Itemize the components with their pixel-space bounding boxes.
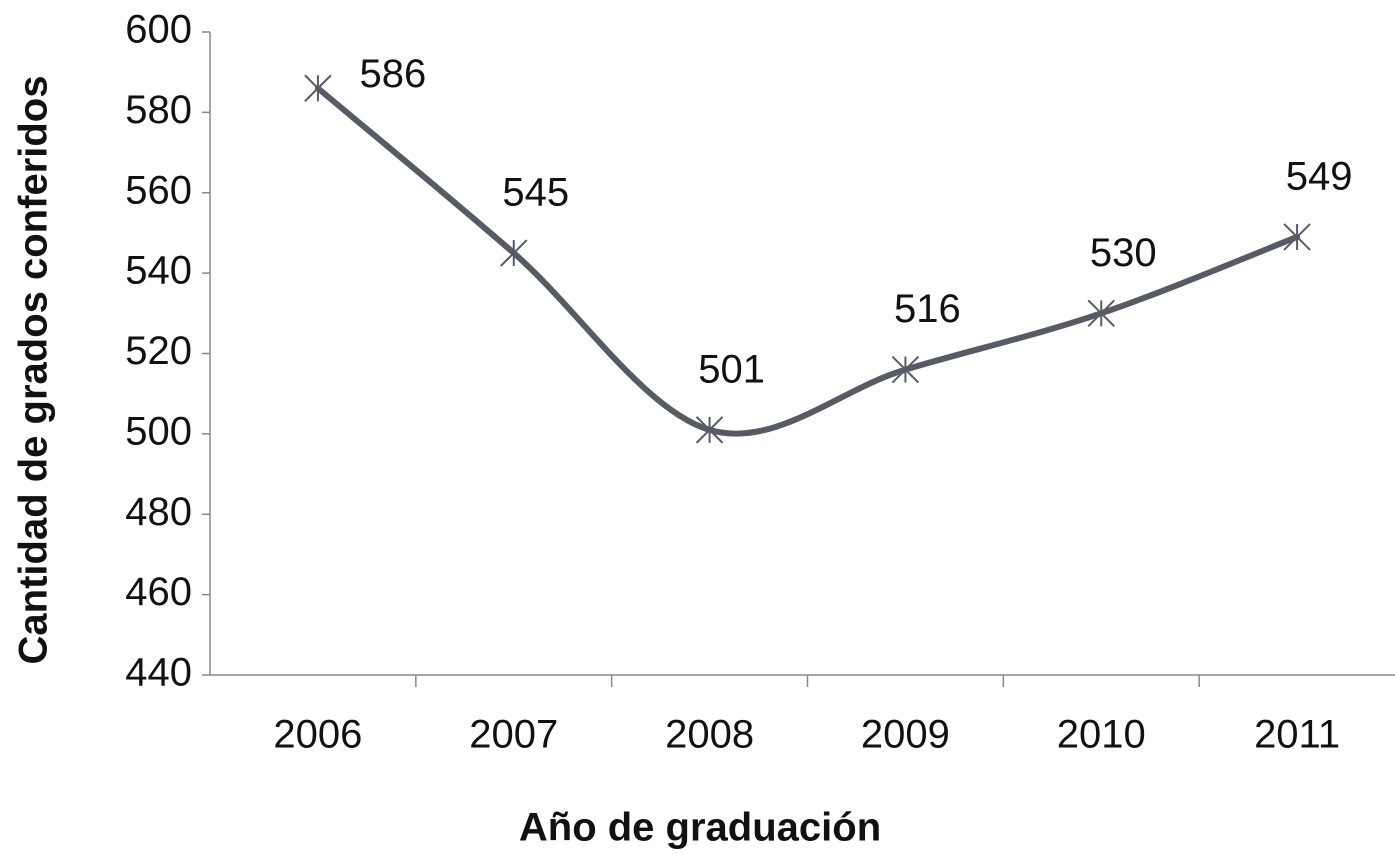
y-tick-label: 580 xyxy=(125,88,192,132)
line xyxy=(314,85,1301,437)
marker xyxy=(1087,299,1115,328)
marker xyxy=(891,355,920,384)
y-tick-label: 500 xyxy=(125,409,192,453)
y-tick-label: 520 xyxy=(125,329,192,373)
data-label: 530 xyxy=(1090,231,1157,275)
y-tick-label: 460 xyxy=(125,570,192,614)
x-tick-label: 2006 xyxy=(273,713,362,757)
marker xyxy=(304,74,332,102)
y-tick-label: 440 xyxy=(125,651,192,695)
data-label: 545 xyxy=(502,171,569,215)
marker xyxy=(500,239,528,267)
x-tick-label: 2009 xyxy=(861,713,950,757)
marker xyxy=(695,416,724,444)
data-label: 516 xyxy=(894,287,961,331)
x-axis-title: Año de graduación xyxy=(519,806,881,850)
data-label: 501 xyxy=(698,347,765,391)
y-axis-title: Cantidad de grados conferidos xyxy=(12,76,56,665)
data-label: 549 xyxy=(1286,155,1353,199)
y-tick-label: 480 xyxy=(125,490,192,534)
x-tick-label: 2007 xyxy=(469,713,558,757)
marker xyxy=(1283,223,1311,251)
x-tick-label: 2011 xyxy=(1254,713,1340,757)
data-label: 586 xyxy=(360,52,427,96)
y-tick-label: 600 xyxy=(125,8,192,52)
x-tick-label: 2008 xyxy=(665,713,754,757)
y-tick-label: 560 xyxy=(125,168,192,212)
y-tick-label: 540 xyxy=(125,249,192,293)
x-tick-label: 2010 xyxy=(1057,713,1146,757)
